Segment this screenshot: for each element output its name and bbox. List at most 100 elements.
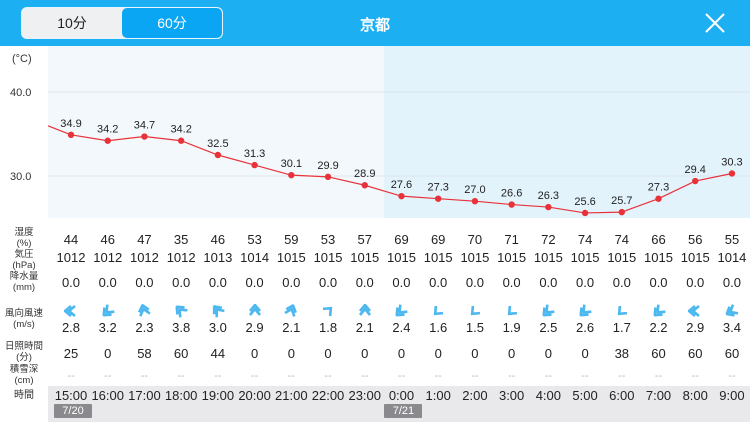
- time-label: 4:00: [535, 388, 562, 403]
- temperature-point: [728, 170, 736, 177]
- snow-label2: (cm): [14, 374, 34, 386]
- y-tick-label: 40.0: [10, 87, 31, 99]
- temperature-chart: 40.0 30.0 (°C) 34.9 34.2 34.7 34.2 32.5 31.3 30.1…: [10, 46, 750, 218]
- sunshine-value: 60: [688, 346, 703, 361]
- wind-value: 2.2: [649, 320, 668, 335]
- date-badge: 7/20: [54, 404, 92, 418]
- wind-direction-icon: [688, 305, 701, 317]
- precip-value: 0.0: [502, 275, 521, 290]
- time-label: 18:00: [164, 388, 198, 403]
- temperature-label: 30.1: [281, 158, 302, 170]
- segment-10min[interactable]: 10分: [57, 15, 87, 31]
- humidity-value: 74: [577, 232, 593, 247]
- humidity-value: 59: [284, 232, 299, 247]
- precip-label2: (mm): [12, 281, 36, 293]
- temperature-point: [692, 177, 699, 185]
- wind-value: 2.5: [539, 320, 558, 335]
- sunshine-value: 0: [508, 346, 516, 361]
- pressure-value: 1015: [533, 250, 563, 265]
- temperature-label: 34.2: [170, 124, 191, 136]
- time-label: 9:00: [719, 388, 745, 403]
- temperature-label: 29.4: [685, 164, 706, 176]
- precip-value: 0.0: [429, 275, 448, 290]
- wind-direction-icon: [617, 305, 627, 316]
- snow-value: --: [544, 370, 553, 382]
- precip-row-label: 降水量 (mm): [0, 271, 48, 293]
- humidity-value: 53: [247, 232, 262, 247]
- time-label: 16:00: [91, 388, 124, 403]
- temperature-point: [655, 195, 662, 202]
- temperature-point: [104, 137, 111, 144]
- humidity-value: 47: [137, 232, 152, 247]
- sunshine-value: 0: [581, 346, 589, 361]
- precip-value: 0.0: [135, 275, 154, 290]
- wind-direction-icon: [652, 304, 665, 317]
- temperature-point: [361, 182, 368, 189]
- sunshine-value: 0: [397, 346, 406, 361]
- temperature-label: 27.6: [391, 179, 412, 191]
- pressure-row-label: 気圧 (hPa): [0, 249, 48, 271]
- pressure-value: 1015: [350, 250, 380, 265]
- pressure-value: 1015: [607, 250, 637, 265]
- time-label: 17:00: [128, 388, 161, 403]
- temperature-line: [47, 125, 733, 214]
- temperature-point: [545, 203, 552, 211]
- humidity-value: 70: [467, 232, 483, 247]
- wind-label2: (m/s): [13, 318, 35, 330]
- precip-value: 0.0: [392, 275, 411, 290]
- temperature-label: 34.7: [134, 120, 155, 132]
- wind-direction-icon: [64, 305, 76, 317]
- humidity-value: 74: [614, 232, 630, 247]
- wind-value: 1.9: [502, 320, 521, 335]
- temperature-label: 28.9: [354, 168, 375, 180]
- wind-direction-icon: [724, 304, 739, 317]
- segment-60min[interactable]: 60分: [122, 8, 222, 38]
- time-label: 6:00: [609, 388, 635, 403]
- interval-segmented-control[interactable]: 10分 60分: [21, 7, 223, 39]
- wind-value: 2.1: [282, 320, 301, 335]
- snow-value: --: [471, 370, 479, 382]
- pressure-value: 1015: [570, 250, 600, 265]
- precip-value: 0.0: [172, 275, 191, 290]
- humidity-value: 53: [320, 232, 336, 247]
- temperature-point: [214, 151, 222, 159]
- pressure-value: 1012: [56, 250, 86, 265]
- wind-value: 2.3: [135, 320, 154, 335]
- precip-label1: 降水量: [9, 271, 39, 282]
- temperature-label: 34.2: [97, 124, 118, 136]
- sunshine-value: 60: [651, 346, 666, 361]
- close-icon[interactable]: [704, 12, 726, 34]
- precip-value: 0.0: [576, 275, 595, 290]
- wind-value: 3.4: [722, 320, 741, 335]
- wind-direction-icon: [284, 303, 298, 317]
- time-label: 23:00: [348, 388, 382, 403]
- wind-value: 2.6: [576, 320, 595, 335]
- sunshine-value: 0: [361, 346, 369, 361]
- sunshine-value: 38: [614, 346, 630, 361]
- wind-value: 1.5: [465, 320, 484, 335]
- wind-value: 3.8: [172, 320, 191, 335]
- time-label: 19:00: [201, 388, 235, 403]
- temperature-label: 26.3: [538, 190, 559, 202]
- temperature-point: [251, 161, 258, 169]
- wind-value: 3.0: [208, 320, 227, 335]
- temperature-point: [177, 137, 185, 144]
- snow-value: --: [250, 370, 259, 382]
- temperature-point: [435, 195, 442, 202]
- sunshine-value: 60: [173, 346, 189, 361]
- time-label: 15:00: [54, 388, 88, 403]
- wind-direction-icon: [138, 303, 152, 317]
- precip-value: 0.0: [245, 275, 264, 290]
- sunshine-value: 0: [250, 346, 259, 361]
- temperature-point: [618, 208, 625, 216]
- snow-value: --: [140, 370, 149, 382]
- wind-value: 1.7: [612, 320, 631, 335]
- pressure-value: 1012: [166, 250, 196, 265]
- page-title: 京都: [359, 17, 390, 34]
- temperature-label: 27.0: [464, 184, 485, 196]
- pressure-value: 1015: [276, 250, 306, 265]
- temperature-point: [398, 192, 405, 200]
- wind-direction-icon: [322, 306, 333, 317]
- wind-direction-icon: [102, 304, 115, 317]
- humidity-value: 56: [688, 232, 703, 247]
